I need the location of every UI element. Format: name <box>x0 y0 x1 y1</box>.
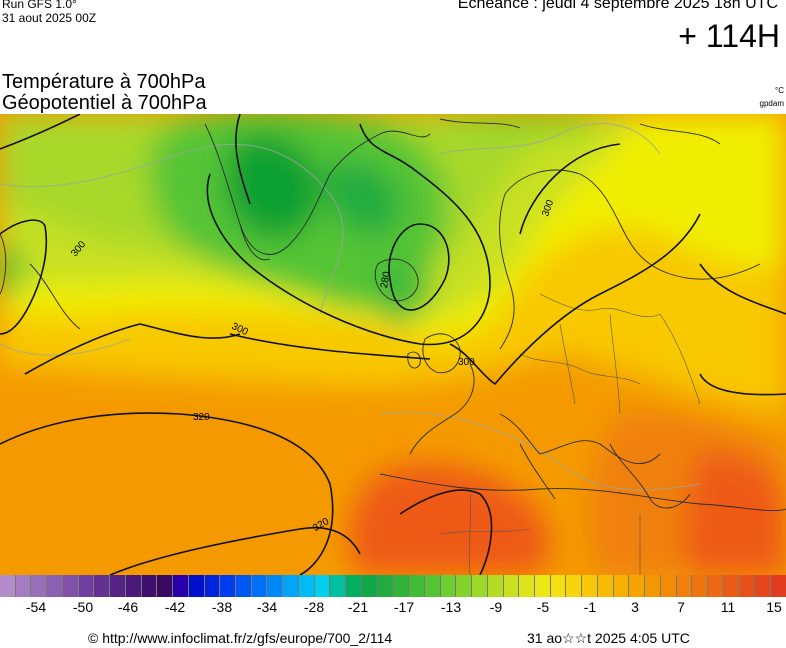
colorbar-swatch <box>78 575 95 597</box>
colorbar-tick-label: 7 <box>677 599 685 615</box>
colorbar-swatch <box>157 575 174 597</box>
colorbar-tick-label: -9 <box>489 599 503 615</box>
colorbar-swatch <box>267 575 284 597</box>
colorbar-swatch <box>645 575 661 597</box>
temperature-field <box>0 114 786 575</box>
colorbar-tick-label: 3 <box>631 599 639 615</box>
colorbar-tick-label: 15 <box>766 599 782 615</box>
colorbar-tick-label: -13 <box>440 599 462 615</box>
map-title-temperature: Température à 700hPa <box>2 71 206 93</box>
colorbar-tick-labels: -54 -50 -46 -42 -38 -34 -28 -21 -17 -13 -9 -5 -1 3 7 11… <box>0 599 786 619</box>
forecast-lead-time: + 114H <box>678 18 780 54</box>
colorbar-swatch <box>346 575 362 597</box>
isotherms <box>0 123 701 491</box>
colorbar-swatch <box>298 575 315 597</box>
geopotential-contours <box>0 114 786 575</box>
contour-label-300-center: 300 <box>458 357 475 368</box>
contour-label-280: 280 <box>379 270 393 289</box>
colorbar-swatch <box>236 575 252 597</box>
generation-timestamp: 31 ao☆☆t 2025 4:05 UTC <box>527 630 690 646</box>
colorbar-tick-label: -34 <box>256 599 278 615</box>
colorbar-swatch <box>47 575 63 597</box>
colorbar-swatch <box>188 575 205 597</box>
colorbar-swatch <box>220 575 237 597</box>
colorbar-swatch <box>676 575 693 597</box>
coastlines <box>0 118 786 512</box>
contour-label-320-mid: 320 <box>193 412 210 423</box>
colorbar-swatch <box>503 575 520 597</box>
colorbar-swatch <box>472 575 488 597</box>
country-borders <box>439 293 701 575</box>
model-run-date: 31 aout 2025 00Z <box>2 11 97 25</box>
colorbar-tick-label: -50 <box>72 599 94 615</box>
temperature-colorbar <box>0 575 786 597</box>
colorbar-swatch <box>393 575 410 597</box>
colorbar-swatch <box>409 575 425 597</box>
colorbar-swatch <box>204 575 221 597</box>
colorbar-swatch <box>550 575 567 597</box>
colorbar-swatch <box>125 575 142 597</box>
colorbar-swatch <box>330 575 347 597</box>
colorbar-swatch <box>424 575 441 597</box>
forecast-valid-time: Echéance : jeudi 4 septembre 2025 18h UT… <box>457 0 778 12</box>
colorbar-swatch <box>597 575 614 597</box>
colorbar-swatch <box>0 575 16 597</box>
colorbar-swatch <box>173 575 189 597</box>
colorbar-swatch <box>629 575 646 597</box>
colorbar-swatch <box>361 575 378 597</box>
colorbar-swatch <box>723 575 740 597</box>
colorbar-swatch <box>283 575 299 597</box>
colorbar-swatch <box>692 575 709 597</box>
colorbar-swatch <box>141 575 158 597</box>
colorbar-tick-label: -28 <box>303 599 325 615</box>
colorbar-swatch <box>755 575 771 597</box>
colorbar-swatch <box>456 575 473 597</box>
colorbar-swatch <box>519 575 535 597</box>
unit-geopotential: gpdam <box>759 99 784 108</box>
unit-temperature: °C <box>775 86 784 95</box>
colorbar-swatch <box>251 575 268 597</box>
colorbar-tick-label: -17 <box>393 599 415 615</box>
forecast-map-svg: 280 300 300 300 300 320 320 <box>0 114 786 575</box>
colorbar-swatch <box>94 575 111 597</box>
colorbar-swatch <box>377 575 394 597</box>
colorbar-swatch <box>62 575 79 597</box>
colorbar-tick-label: 11 <box>720 599 736 615</box>
colorbar-tick-label: -5 <box>536 599 550 615</box>
colorbar-swatch <box>582 575 598 597</box>
colorbar-swatch <box>314 575 331 597</box>
map-title-geopotential: Géopotentiel à 700hPa <box>2 92 207 114</box>
colorbar-swatch <box>15 575 32 597</box>
colorbar-tick-label: -54 <box>25 599 47 615</box>
colorbar-swatch <box>660 575 677 597</box>
colorbar-swatch <box>534 575 551 597</box>
colorbar-swatch <box>708 575 724 597</box>
colorbar-swatch <box>110 575 126 597</box>
colorbar-tick-label: -46 <box>117 599 139 615</box>
colorbar-swatch <box>440 575 457 597</box>
colorbar-swatch <box>739 575 756 597</box>
colorbar-tick-label: -1 <box>583 599 597 615</box>
colorbar-swatch <box>31 575 48 597</box>
colorbar-swatch <box>566 575 583 597</box>
colorbar-tick-label: -38 <box>211 599 233 615</box>
model-run-label: Run GFS 1.0° <box>2 0 77 11</box>
colorbar-tick-label: -42 <box>164 599 186 615</box>
forecast-map: 280 300 300 300 300 320 320 <box>0 114 786 575</box>
colorbar-swatch <box>487 575 504 597</box>
colorbar-swatch <box>770 575 786 597</box>
colorbar-swatch <box>613 575 630 597</box>
colorbar-tick-label: -21 <box>347 599 369 615</box>
source-credit: © http://www.infoclimat.fr/z/gfs/europe/… <box>88 630 393 646</box>
